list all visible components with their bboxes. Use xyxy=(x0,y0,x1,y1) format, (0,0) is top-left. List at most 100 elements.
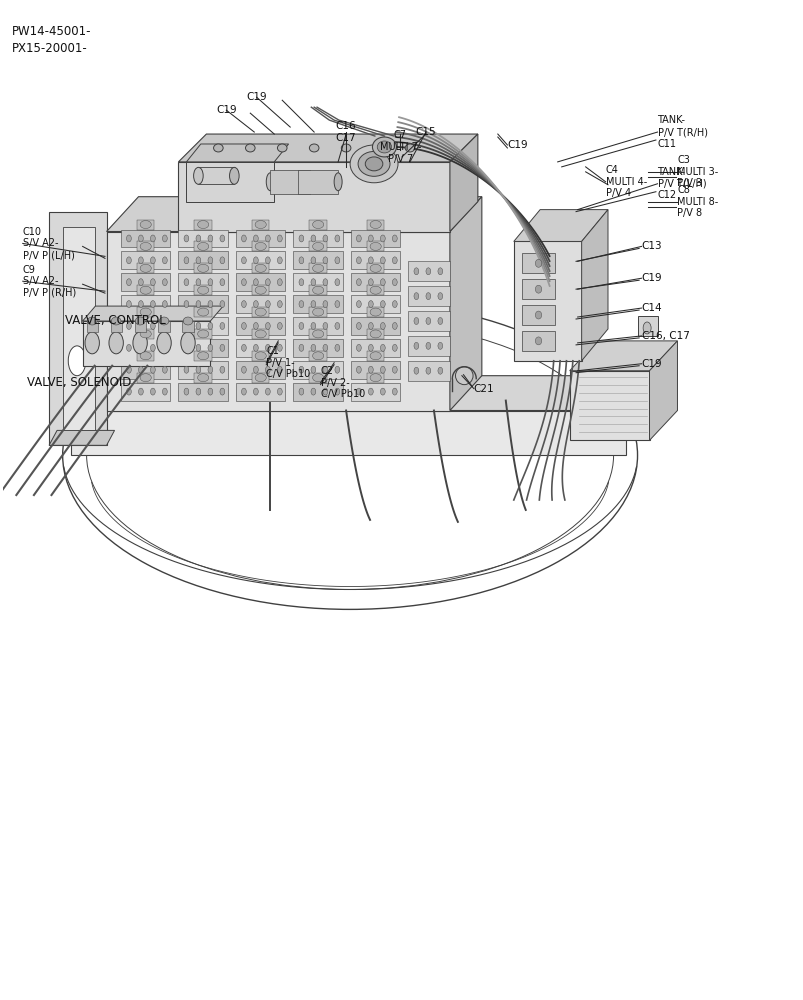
Polygon shape xyxy=(120,273,170,291)
Ellipse shape xyxy=(265,388,270,395)
Ellipse shape xyxy=(208,235,213,242)
Ellipse shape xyxy=(356,235,361,242)
Ellipse shape xyxy=(356,322,361,329)
Ellipse shape xyxy=(255,308,266,316)
Ellipse shape xyxy=(299,322,304,329)
Polygon shape xyxy=(350,361,400,379)
Ellipse shape xyxy=(208,257,213,264)
Text: C13: C13 xyxy=(641,241,662,251)
Ellipse shape xyxy=(455,367,472,385)
Ellipse shape xyxy=(405,144,414,152)
Ellipse shape xyxy=(196,301,201,308)
Text: C19: C19 xyxy=(641,273,662,283)
Ellipse shape xyxy=(184,301,189,308)
Polygon shape xyxy=(235,361,285,379)
Ellipse shape xyxy=(369,286,381,294)
Polygon shape xyxy=(107,232,450,410)
Ellipse shape xyxy=(253,279,258,286)
Ellipse shape xyxy=(535,337,541,345)
Ellipse shape xyxy=(335,279,340,286)
Ellipse shape xyxy=(380,388,385,395)
Text: C4
MULTI 4-
P/V 4: C4 MULTI 4- P/V 4 xyxy=(605,165,646,198)
Ellipse shape xyxy=(277,144,287,152)
Polygon shape xyxy=(637,316,657,336)
Polygon shape xyxy=(178,295,228,313)
Ellipse shape xyxy=(245,144,255,152)
Ellipse shape xyxy=(356,366,361,373)
Ellipse shape xyxy=(392,279,397,286)
Polygon shape xyxy=(450,134,477,232)
Ellipse shape xyxy=(184,322,189,329)
Polygon shape xyxy=(137,373,154,383)
Ellipse shape xyxy=(150,366,155,373)
Ellipse shape xyxy=(356,257,361,264)
Ellipse shape xyxy=(642,322,650,334)
Ellipse shape xyxy=(323,301,328,308)
Ellipse shape xyxy=(150,344,155,351)
Polygon shape xyxy=(137,220,154,230)
Ellipse shape xyxy=(294,173,302,191)
Polygon shape xyxy=(293,273,343,291)
Polygon shape xyxy=(120,251,170,269)
Ellipse shape xyxy=(150,279,155,286)
Polygon shape xyxy=(235,317,285,335)
Ellipse shape xyxy=(229,167,238,184)
Ellipse shape xyxy=(253,344,258,351)
Ellipse shape xyxy=(312,242,324,250)
Polygon shape xyxy=(366,329,384,339)
Ellipse shape xyxy=(266,173,274,191)
Ellipse shape xyxy=(140,286,151,294)
Polygon shape xyxy=(194,329,212,339)
Polygon shape xyxy=(178,317,228,335)
Polygon shape xyxy=(293,295,343,313)
Ellipse shape xyxy=(392,301,397,308)
Ellipse shape xyxy=(198,352,209,360)
Ellipse shape xyxy=(312,374,324,382)
Ellipse shape xyxy=(373,144,382,152)
Polygon shape xyxy=(178,273,228,291)
Ellipse shape xyxy=(157,332,171,354)
Text: C19: C19 xyxy=(246,92,267,102)
Ellipse shape xyxy=(357,151,389,176)
Ellipse shape xyxy=(277,279,282,286)
Ellipse shape xyxy=(265,235,270,242)
Polygon shape xyxy=(309,329,327,339)
Polygon shape xyxy=(251,307,269,317)
Ellipse shape xyxy=(150,388,155,395)
Polygon shape xyxy=(235,230,285,247)
Polygon shape xyxy=(293,317,343,335)
Ellipse shape xyxy=(241,301,246,308)
Ellipse shape xyxy=(196,257,201,264)
Ellipse shape xyxy=(277,235,282,242)
Ellipse shape xyxy=(535,259,541,267)
Ellipse shape xyxy=(208,388,213,395)
Ellipse shape xyxy=(323,388,328,395)
Ellipse shape xyxy=(198,221,209,229)
Polygon shape xyxy=(366,263,384,273)
Polygon shape xyxy=(178,134,477,162)
Ellipse shape xyxy=(208,344,213,351)
Ellipse shape xyxy=(265,279,270,286)
Ellipse shape xyxy=(132,332,147,354)
Ellipse shape xyxy=(196,388,201,395)
Ellipse shape xyxy=(126,322,131,329)
Ellipse shape xyxy=(335,322,340,329)
Ellipse shape xyxy=(311,366,316,373)
Ellipse shape xyxy=(241,344,246,351)
Polygon shape xyxy=(235,251,285,269)
Polygon shape xyxy=(134,321,145,332)
Polygon shape xyxy=(120,339,170,357)
Ellipse shape xyxy=(253,366,258,373)
Ellipse shape xyxy=(368,322,373,329)
Ellipse shape xyxy=(241,257,246,264)
Ellipse shape xyxy=(368,257,373,264)
Ellipse shape xyxy=(426,342,430,349)
Ellipse shape xyxy=(255,330,266,338)
Polygon shape xyxy=(293,383,343,401)
Polygon shape xyxy=(235,273,285,291)
Ellipse shape xyxy=(265,257,270,264)
Ellipse shape xyxy=(277,322,282,329)
Ellipse shape xyxy=(126,235,131,242)
Ellipse shape xyxy=(312,286,324,294)
Polygon shape xyxy=(178,162,450,232)
